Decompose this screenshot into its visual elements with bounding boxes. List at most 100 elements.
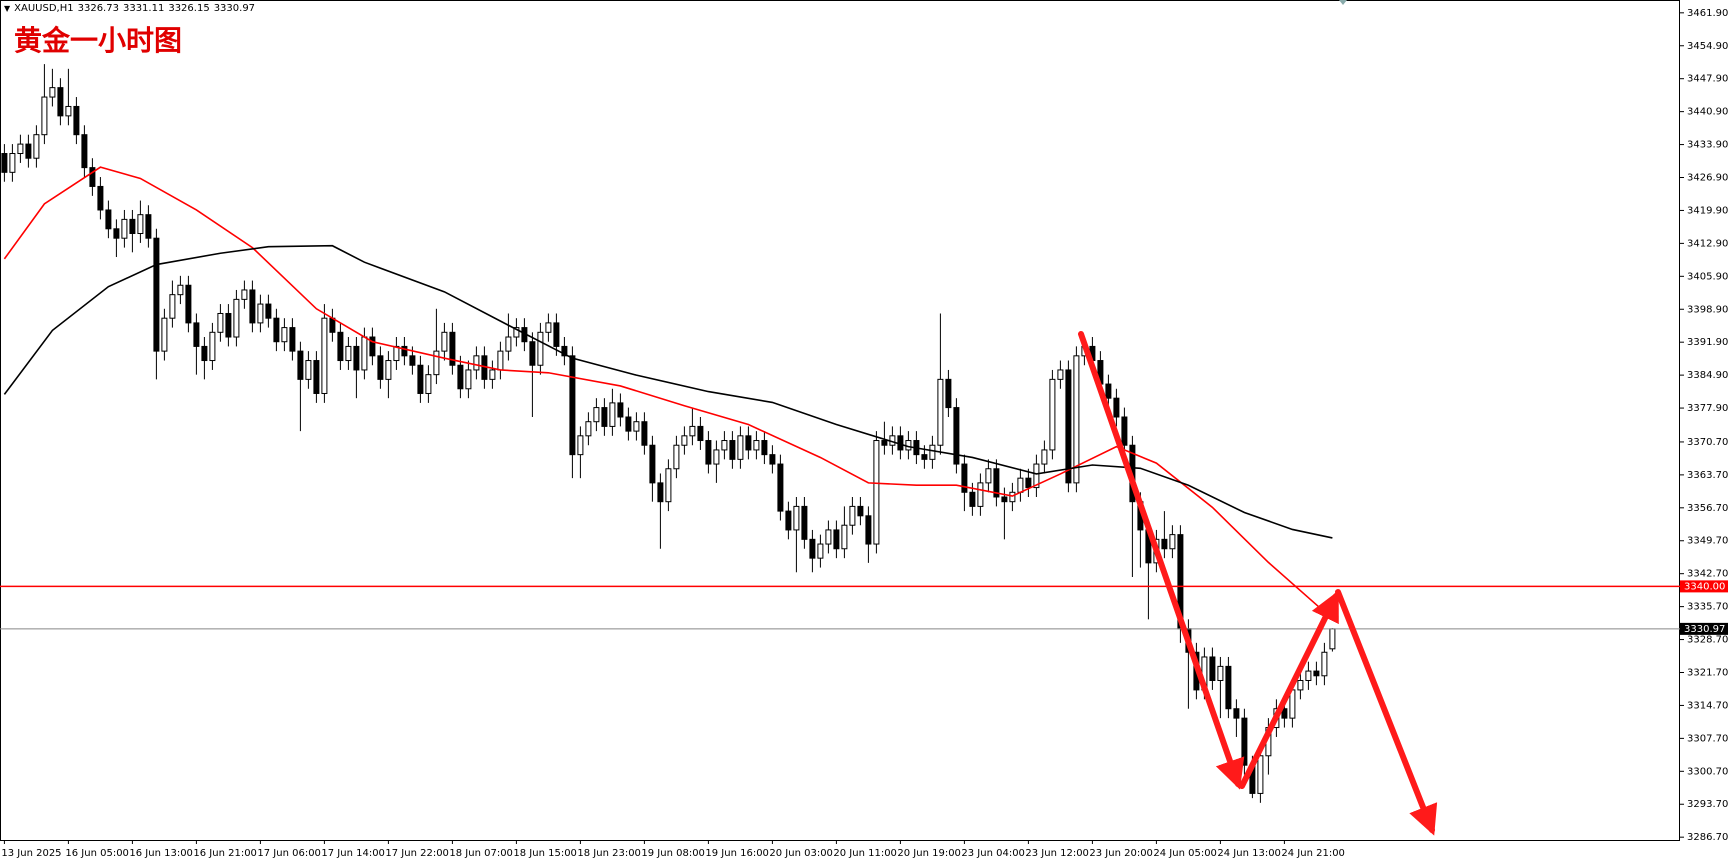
y-tick-label: 3307.70 — [1687, 733, 1728, 744]
bull-body — [209, 331, 216, 362]
bull-body — [1009, 491, 1016, 503]
x-tick-label: 24 Jun 13:00 — [1217, 848, 1281, 859]
x-tick-label: 24 Jun 21:00 — [1281, 848, 1345, 859]
y-tick-label: 3419.90 — [1687, 205, 1728, 216]
y-tick-label: 3454.90 — [1687, 41, 1728, 52]
bear-body — [1, 153, 8, 173]
bull-body — [841, 524, 848, 550]
bull-body — [753, 440, 760, 451]
x-tick-label: 18 Jun 15:00 — [513, 848, 577, 859]
bull-body — [665, 468, 672, 503]
x-tick-label: 20 Jun 11:00 — [833, 848, 897, 859]
y-tick-label: 3370.70 — [1687, 437, 1728, 448]
last-price-label: 3330.97 — [1684, 624, 1725, 635]
bear-body — [569, 355, 576, 456]
bull-body — [513, 327, 520, 338]
header-high: 3331.11 — [122, 3, 165, 14]
bull-body — [1073, 355, 1080, 484]
bear-body — [193, 322, 200, 347]
y-tick-label: 3349.70 — [1687, 536, 1728, 547]
bull-body — [241, 289, 248, 300]
bull-body — [17, 143, 24, 155]
bull-body — [609, 402, 616, 427]
bull-body — [849, 505, 856, 526]
bull-body — [577, 435, 584, 456]
bear-body — [73, 105, 80, 136]
y-tick-label: 3342.70 — [1687, 569, 1728, 580]
bear-body — [273, 317, 280, 343]
bear-body — [1113, 397, 1120, 418]
last-price-box — [1680, 622, 1728, 635]
bull-body — [633, 421, 640, 432]
bull-body — [977, 482, 984, 507]
bull-body — [121, 218, 128, 239]
bear-body — [1225, 665, 1232, 710]
bear-body — [369, 336, 376, 357]
bear-body — [129, 218, 136, 234]
header: ▼ XAUUSD,H1 3326.73 3331.11 3326.15 3330… — [4, 3, 255, 14]
bear-body — [265, 303, 272, 319]
y-tick-label: 3300.70 — [1687, 766, 1728, 777]
bear-body — [945, 378, 952, 409]
x-tick-label: 17 Jun 22:00 — [385, 848, 449, 859]
x-tick-label: 16 Jun 21:00 — [193, 848, 257, 859]
y-tick-label: 3447.90 — [1687, 74, 1728, 85]
bear-body — [313, 360, 320, 394]
bear-body — [449, 331, 456, 366]
bull-body — [689, 425, 696, 437]
bear-body — [25, 143, 32, 159]
bear-body — [417, 364, 424, 394]
y-tick-label: 3363.70 — [1687, 470, 1728, 481]
shift-marker — [1339, 0, 1347, 5]
x-tick-label: 17 Jun 06:00 — [257, 848, 321, 859]
x-tick-label: 23 Jun 20:00 — [1089, 848, 1153, 859]
bear-body — [1001, 496, 1008, 503]
bull-body — [585, 421, 592, 437]
symbol: XAUUSD,H1 — [14, 3, 74, 14]
bear-body — [105, 209, 112, 230]
x-tick-label: 19 Jun 16:00 — [705, 848, 769, 859]
arrow — [1335, 589, 1438, 836]
bull-body — [385, 360, 392, 380]
bull-body — [1033, 463, 1040, 489]
bear-body — [745, 435, 752, 451]
y-tick-label: 3314.70 — [1687, 700, 1728, 711]
bull-body — [217, 312, 224, 333]
bull-body — [937, 378, 944, 446]
bear-body — [81, 134, 88, 169]
bear-body — [1121, 416, 1128, 446]
y-tick-label: 3377.90 — [1687, 403, 1728, 414]
x-tick-label: 24 Jun 05:00 — [1153, 848, 1217, 859]
bear-body — [353, 345, 360, 371]
x-tick-label: 13 Jun 2025 — [1, 848, 61, 859]
bull-body — [825, 529, 832, 545]
level-label-box — [1680, 580, 1728, 593]
y-tick-label: 3384.90 — [1687, 370, 1728, 381]
bull-body — [681, 435, 688, 446]
bull-body — [9, 153, 16, 173]
y-tick-label: 3412.90 — [1687, 238, 1728, 249]
y-tick-label: 3398.90 — [1687, 304, 1728, 315]
header-close: 3330.97 — [213, 3, 256, 14]
bear-body — [969, 491, 976, 507]
bear-body — [1025, 477, 1032, 489]
y-tick-label: 3433.90 — [1687, 140, 1728, 151]
y-tick-label: 3426.90 — [1687, 173, 1728, 184]
bull-body — [425, 374, 432, 394]
bear-body — [1065, 369, 1072, 484]
y-tick-label: 3321.70 — [1687, 667, 1728, 678]
bull-body — [49, 87, 56, 98]
y-tick-label: 3391.90 — [1687, 337, 1728, 348]
bull-body — [873, 440, 880, 545]
bull-body — [257, 303, 264, 324]
bear-body — [657, 482, 664, 503]
arrow — [1239, 590, 1339, 789]
bull-body — [537, 331, 544, 366]
bull-body — [593, 407, 600, 423]
bull-body — [441, 331, 448, 352]
bear-body — [97, 185, 104, 211]
bear-body — [833, 529, 840, 550]
chart-title: 黄金一小时图 — [14, 24, 183, 57]
menu-icon: ▼ — [4, 4, 11, 13]
bear-body — [249, 289, 256, 324]
